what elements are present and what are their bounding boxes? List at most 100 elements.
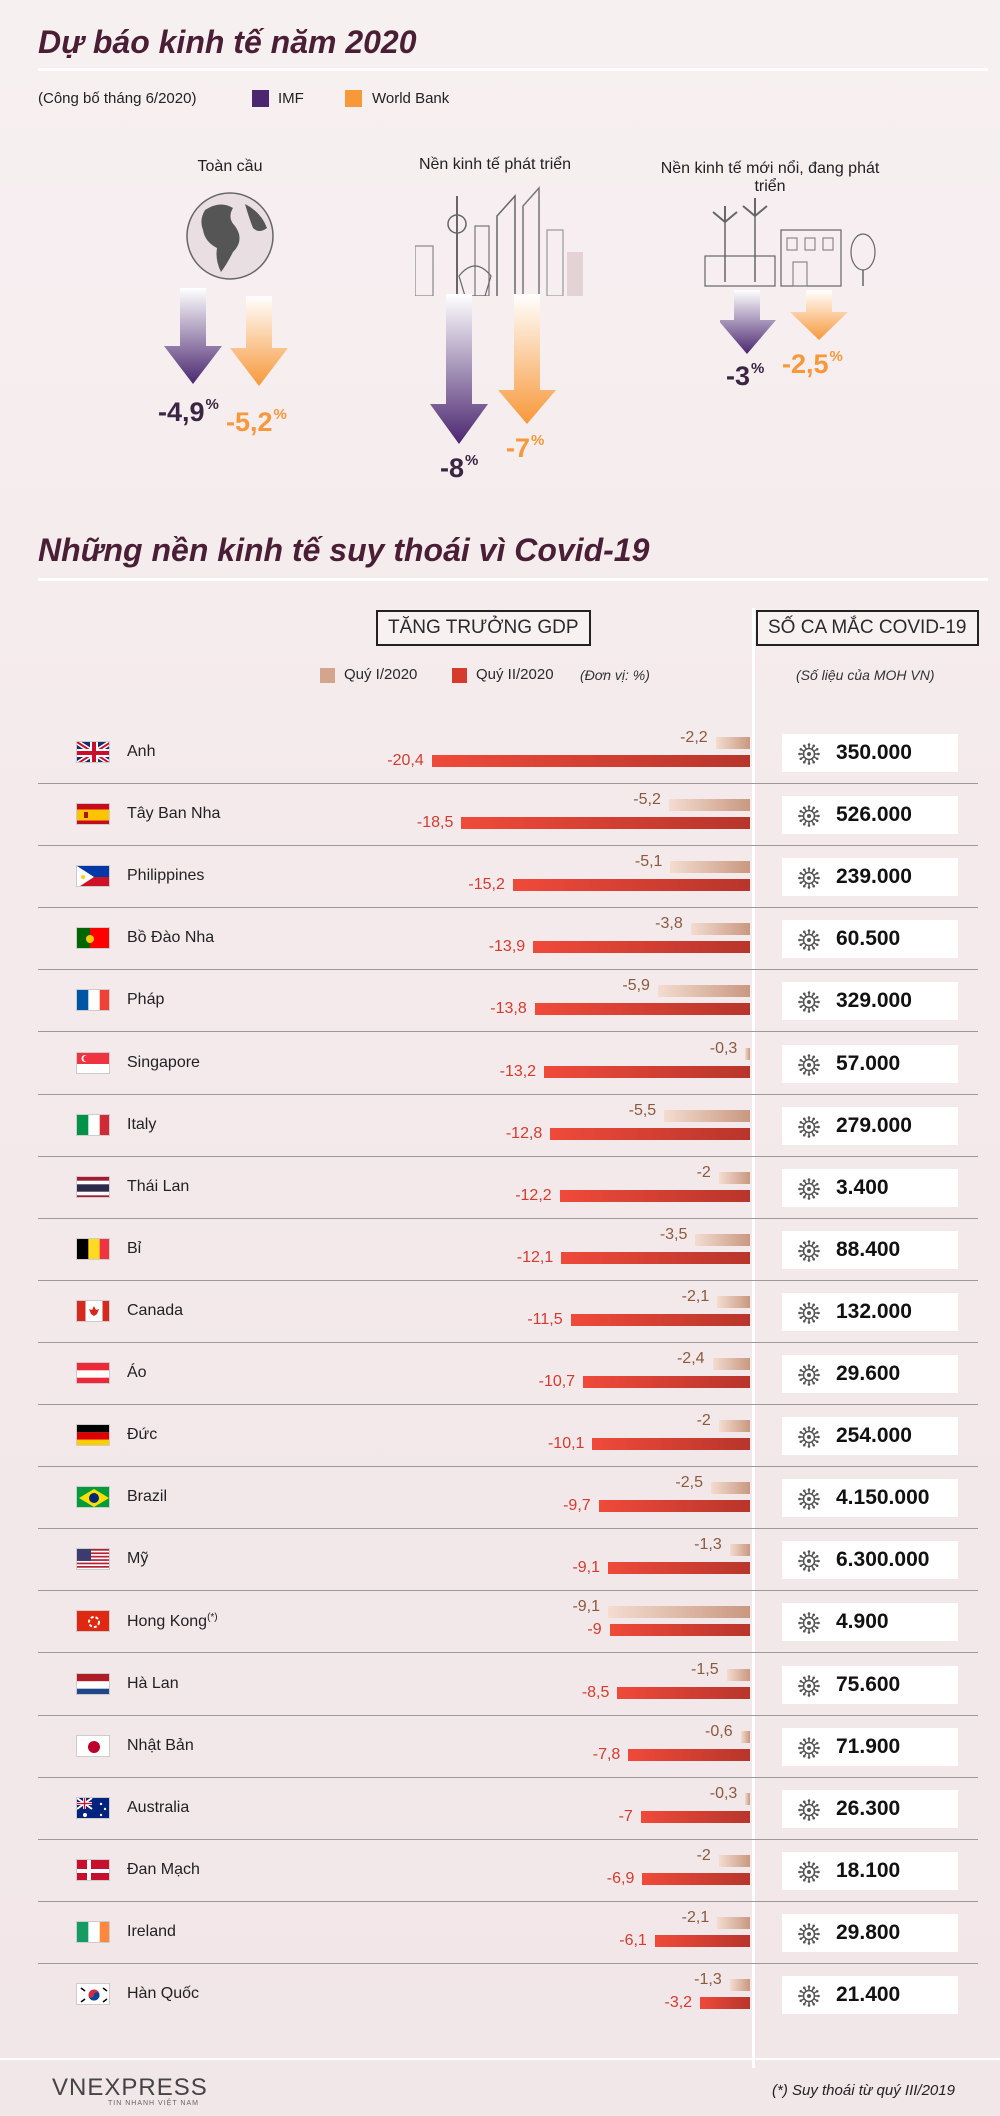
bar-q2 bbox=[570, 1314, 750, 1326]
legend-q2-swatch bbox=[452, 668, 467, 683]
covid-cases-box: 6.300.000 bbox=[782, 1541, 958, 1579]
bar-q1 bbox=[745, 1048, 750, 1060]
virus-icon bbox=[798, 1675, 820, 1697]
value-label-q2: -9,1 bbox=[572, 1559, 601, 1576]
country-flag-icon bbox=[76, 989, 110, 1011]
value-label-q1: -0,3 bbox=[709, 1040, 738, 1057]
covid-cases-value: 71.900 bbox=[836, 1735, 901, 1758]
bar-q2 bbox=[544, 1066, 750, 1078]
bar-q2 bbox=[550, 1128, 750, 1140]
country-name: Thái Lan bbox=[127, 1178, 190, 1195]
bar-q1 bbox=[718, 1420, 750, 1432]
bar-q2 bbox=[512, 879, 750, 891]
bar-q1 bbox=[718, 1172, 750, 1184]
covid-cases-value: 60.500 bbox=[836, 927, 901, 950]
vnexpress-logo: VNEXPRESS bbox=[52, 2074, 208, 2101]
covid-cases-box: 132.000 bbox=[782, 1293, 958, 1331]
covid-cases-value: 3.400 bbox=[836, 1176, 889, 1199]
covid-cases-value: 26.300 bbox=[836, 1797, 901, 1820]
covid-cases-value: 350.000 bbox=[836, 741, 912, 764]
country-flag-icon bbox=[76, 1114, 110, 1136]
bar-q1 bbox=[670, 861, 750, 873]
country-name: Bỉ bbox=[127, 1240, 142, 1257]
covid-cases-box: 60.500 bbox=[782, 920, 958, 958]
covid-cases-box: 75.600 bbox=[782, 1666, 958, 1704]
bar-q2 bbox=[534, 1003, 750, 1015]
forecast-emerging-wb: -2,5% bbox=[782, 348, 843, 379]
legend-q1-swatch bbox=[320, 668, 335, 683]
legend-q1-label: Quý I/2020 bbox=[344, 666, 418, 683]
row-separator bbox=[38, 1963, 978, 1964]
country-name: Anh bbox=[127, 743, 156, 760]
covid-cases-box: 3.400 bbox=[782, 1169, 958, 1207]
covid-cases-value: 254.000 bbox=[836, 1424, 912, 1447]
country-name: Hà Lan bbox=[127, 1675, 179, 1692]
bar-q1 bbox=[664, 1110, 750, 1122]
virus-icon bbox=[798, 1612, 820, 1634]
bar-q1 bbox=[729, 1544, 750, 1556]
legend-imf-label: IMF bbox=[278, 90, 304, 107]
country-flag-icon bbox=[76, 1362, 110, 1384]
bar-q1 bbox=[657, 985, 750, 997]
forecast-label-emerging: Nền kinh tế mới nổi, đang phát triển bbox=[660, 160, 880, 195]
virus-icon bbox=[798, 1985, 820, 2007]
covid-cases-box: 329.000 bbox=[782, 982, 958, 1020]
country-flag-icon bbox=[76, 1610, 110, 1632]
value-label-q2: -10,1 bbox=[547, 1435, 585, 1452]
country-flag-icon bbox=[76, 1921, 110, 1943]
row-separator bbox=[38, 1094, 978, 1095]
covid-cases-value: 329.000 bbox=[836, 989, 912, 1012]
forecast-arrows-global bbox=[164, 288, 288, 386]
country-flag-icon bbox=[76, 1859, 110, 1881]
wb-arrow-global bbox=[230, 296, 288, 386]
bar-q2 bbox=[592, 1438, 750, 1450]
footnote: (*) Suy thoái từ quý III/2019 bbox=[772, 2082, 955, 2099]
value-label-q1: -2,2 bbox=[680, 729, 708, 746]
value-label-q2: -7,8 bbox=[592, 1746, 621, 1763]
row-separator bbox=[38, 1156, 978, 1157]
value-label-q2: -11,5 bbox=[527, 1311, 563, 1328]
legend-wb-label: World Bank bbox=[372, 90, 450, 107]
covid-cases-value: 132.000 bbox=[836, 1300, 912, 1323]
value-label-q2: -13,8 bbox=[490, 1000, 527, 1017]
value-label-q2: -7 bbox=[618, 1808, 633, 1825]
value-label-q1: -1,3 bbox=[694, 1536, 722, 1553]
country-flag-icon bbox=[76, 1052, 110, 1074]
covid-cases-box: 26.300 bbox=[782, 1790, 958, 1828]
value-label-q2: -12,8 bbox=[505, 1125, 543, 1142]
virus-icon bbox=[798, 743, 820, 765]
bar-q1 bbox=[711, 1482, 750, 1494]
value-label-q2: -13,9 bbox=[488, 938, 526, 955]
virus-icon bbox=[798, 805, 820, 827]
wb-arrow-emerging bbox=[790, 290, 848, 340]
country-flag-icon bbox=[76, 1300, 110, 1322]
bar-q2 bbox=[608, 1562, 750, 1574]
bar-q2 bbox=[598, 1500, 750, 1512]
country-flag-icon bbox=[76, 803, 110, 825]
value-label-q1: -5,2 bbox=[633, 791, 661, 808]
row-separator bbox=[38, 1218, 978, 1219]
country-name: Bồ Đào Nha bbox=[127, 929, 215, 946]
covid-cases-box: 88.400 bbox=[782, 1231, 958, 1269]
forecast-label-developed: Nền kinh tế phát triển bbox=[418, 156, 572, 173]
value-label-q1: -2,4 bbox=[676, 1350, 705, 1367]
virus-icon bbox=[798, 1302, 820, 1324]
value-label-q1: -1,3 bbox=[694, 1971, 722, 1988]
country-flag-icon bbox=[76, 1735, 110, 1757]
gdp-header: TĂNG TRƯỞNG GDP bbox=[376, 610, 591, 646]
country-flag-icon bbox=[76, 865, 110, 887]
value-label-q1: -9,1 bbox=[572, 1598, 601, 1615]
value-label-q2: -15,2 bbox=[468, 876, 505, 893]
bar-q1 bbox=[668, 799, 750, 811]
country-name: Pháp bbox=[127, 991, 165, 1008]
country-name: Australia bbox=[127, 1799, 190, 1816]
forecast-label-global: Toàn cầu bbox=[197, 158, 263, 175]
covid-cases-box: 18.100 bbox=[782, 1852, 958, 1890]
country-flag-icon bbox=[76, 1673, 110, 1695]
country-name: Nhật Bản bbox=[127, 1737, 194, 1754]
row-separator bbox=[38, 1777, 978, 1778]
covid-cases-value: 29.600 bbox=[836, 1362, 901, 1385]
value-label-q1: -5,1 bbox=[634, 853, 663, 870]
bar-q1 bbox=[729, 1979, 750, 1991]
country-flag-icon bbox=[76, 1424, 110, 1446]
